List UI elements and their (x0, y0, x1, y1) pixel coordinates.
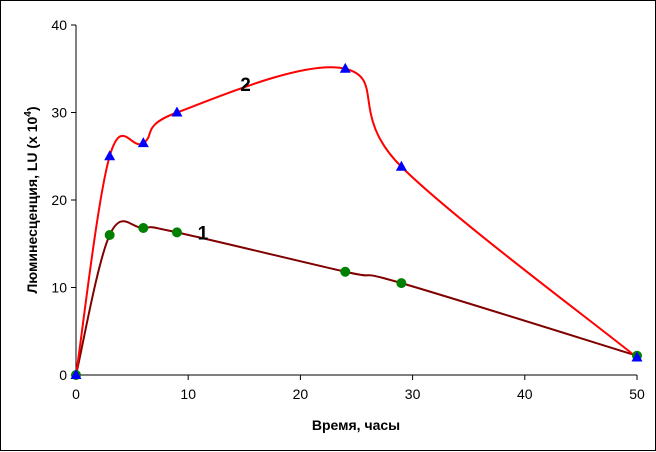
y-tick-label: 0 (59, 367, 67, 383)
y-tick-label: 40 (51, 17, 67, 33)
series-lines (75, 66, 638, 376)
x-tick-label: 20 (293, 386, 309, 402)
series-1-point (138, 223, 149, 233)
series-2-point (70, 369, 82, 379)
series-line-2 (75, 66, 638, 376)
y-axis-title-end: ) (24, 106, 40, 111)
y-tick-label: 20 (51, 192, 67, 208)
series-2-point (395, 160, 407, 171)
series-2-point (339, 62, 351, 73)
series-2-point (171, 106, 183, 117)
x-tick-label: 0 (72, 386, 80, 402)
series-label-1: 1 (198, 224, 209, 245)
series-2-point (631, 351, 643, 362)
x-tick-label: 10 (180, 386, 196, 402)
ticks: 0 10 20 30 40 0 10 20 30 40 50 (51, 17, 645, 402)
series-label-2: 2 (240, 75, 251, 96)
series-2-point (104, 150, 116, 161)
x-tick-label: 40 (517, 386, 533, 402)
series-labels: 12 (198, 75, 251, 245)
series-line-1 (75, 220, 638, 376)
y-axis-title-main: Люминесценция, LU (х 10 (24, 116, 40, 293)
x-tick-label: 50 (629, 386, 645, 402)
series-2-point (137, 137, 149, 148)
series-1-point (171, 227, 182, 238)
y-axis-title: Люминесценция, LU (х 104) (23, 106, 40, 293)
x-axis-title: Время, часы (312, 417, 400, 433)
series-1-point (340, 266, 351, 277)
axes (75, 25, 637, 376)
series-1-point (396, 278, 407, 289)
y-tick-label: 10 (51, 280, 67, 296)
x-tick-label: 30 (405, 386, 421, 402)
markers (70, 62, 643, 380)
y-axis-title-sup: 4 (23, 111, 34, 117)
y-tick-label: 30 (51, 105, 67, 121)
series-1-point (104, 230, 115, 240)
